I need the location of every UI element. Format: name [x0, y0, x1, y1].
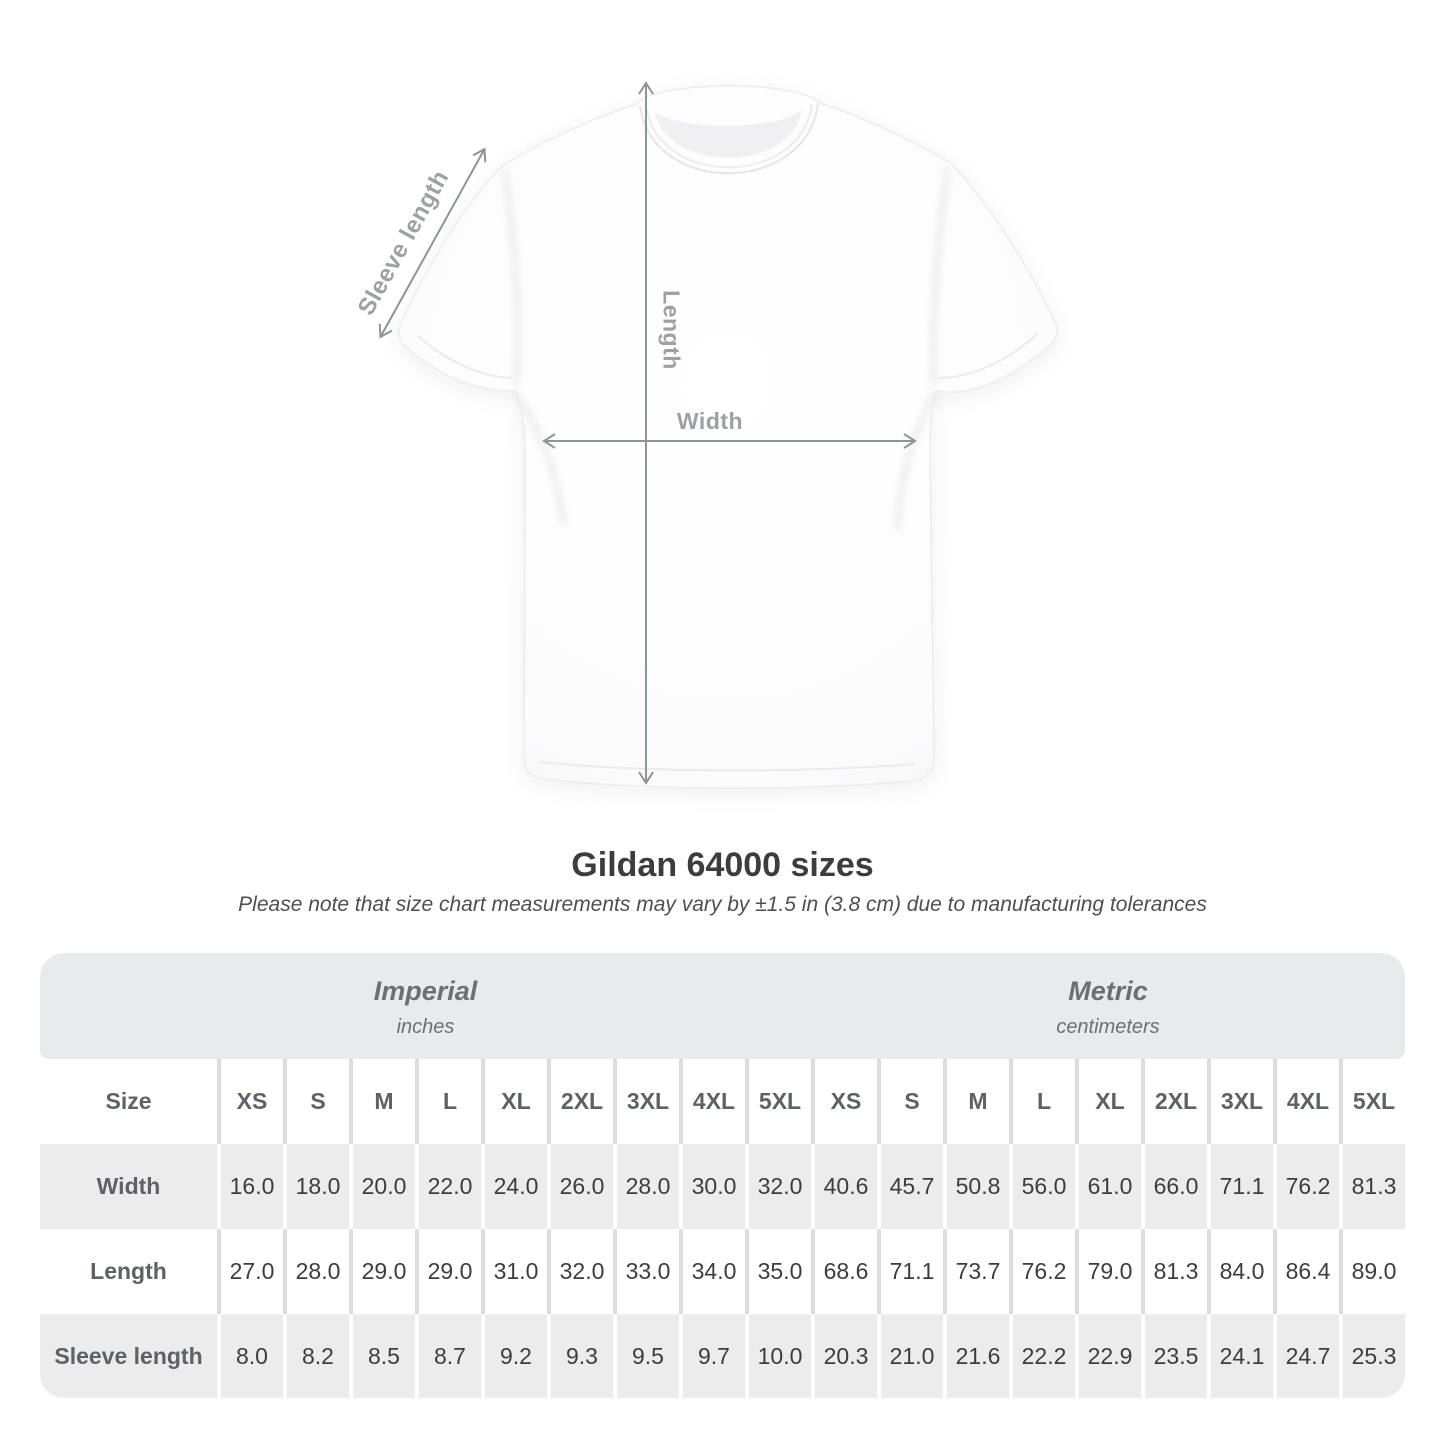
- size-col-header: 3XL: [617, 1059, 679, 1144]
- tolerance-note: Please note that size chart measurements…: [238, 893, 1207, 916]
- size-value-cell: 71.1: [1211, 1144, 1273, 1229]
- measurement-row-label: Width: [40, 1144, 217, 1229]
- size-value-cell: 16.0: [221, 1144, 283, 1229]
- size-col-header: XL: [1079, 1059, 1141, 1144]
- size-value-cell: 73.7: [947, 1229, 1009, 1314]
- size-value-cell: 71.1: [881, 1229, 943, 1314]
- size-value-cell: 32.0: [551, 1229, 613, 1314]
- size-table: Imperial inches Metric centimeters Size …: [40, 953, 1405, 1398]
- tshirt-shape: [398, 85, 1058, 789]
- size-value-cell: 8.7: [419, 1314, 481, 1398]
- size-value-cell: 27.0: [221, 1229, 283, 1314]
- size-value-cell: 22.2: [1013, 1314, 1075, 1398]
- size-col-header: 4XL: [1277, 1059, 1339, 1144]
- size-value-cell: 10.0: [749, 1314, 811, 1398]
- measurement-row-label: Length: [40, 1229, 217, 1314]
- size-value-cell: 29.0: [353, 1229, 415, 1314]
- size-col-header: L: [419, 1059, 481, 1144]
- size-col-header: S: [881, 1059, 943, 1144]
- size-value-cell: 21.6: [947, 1314, 1009, 1398]
- size-col-header: L: [1013, 1059, 1075, 1144]
- size-value-cell: 8.5: [353, 1314, 415, 1398]
- size-col-header: 2XL: [551, 1059, 613, 1144]
- size-value-cell: 21.0: [881, 1314, 943, 1398]
- size-value-cell: 34.0: [683, 1229, 745, 1314]
- size-value-cell: 9.2: [485, 1314, 547, 1398]
- size-value-cell: 25.3: [1343, 1314, 1405, 1398]
- size-col-header: S: [287, 1059, 349, 1144]
- page-title: Gildan 64000 sizes: [571, 846, 874, 884]
- metric-unit-label: centimeters: [1056, 1015, 1160, 1038]
- size-value-cell: 29.0: [419, 1229, 481, 1314]
- table-row-length: Length 27.0 28.0 29.0 29.0 31.0 32.0 33.…: [40, 1229, 1405, 1314]
- size-value-cell: 89.0: [1343, 1229, 1405, 1314]
- size-col-header: 4XL: [683, 1059, 745, 1144]
- sleeve-length-arrow: [378, 147, 487, 339]
- size-value-cell: 24.1: [1211, 1314, 1273, 1398]
- size-value-cell: 20.3: [815, 1314, 877, 1398]
- size-col-header: 2XL: [1145, 1059, 1207, 1144]
- size-value-cell: 33.0: [617, 1229, 679, 1314]
- size-value-cell: 9.7: [683, 1314, 745, 1398]
- size-value-cell: 9.5: [617, 1314, 679, 1398]
- size-value-cell: 20.0: [353, 1144, 415, 1229]
- size-value-cell: 79.0: [1079, 1229, 1141, 1314]
- size-value-cell: 81.3: [1343, 1144, 1405, 1229]
- size-col-header: 5XL: [1343, 1059, 1405, 1144]
- length-measure-label: Length: [658, 290, 685, 370]
- size-value-cell: 31.0: [485, 1229, 547, 1314]
- size-col-header: M: [353, 1059, 415, 1144]
- table-row-sleeve-length: Sleeve length 8.0 8.2 8.5 8.7 9.2 9.3 9.…: [40, 1314, 1405, 1398]
- size-corner-label: Size: [40, 1059, 217, 1144]
- unit-header-row: Imperial inches Metric centimeters: [40, 953, 1405, 1059]
- size-value-cell: 45.7: [881, 1144, 943, 1229]
- size-value-cell: 61.0: [1079, 1144, 1141, 1229]
- table-row-width: Width 16.0 18.0 20.0 22.0 24.0 26.0 28.0…: [40, 1144, 1405, 1229]
- size-value-cell: 68.6: [815, 1229, 877, 1314]
- size-col-header: 5XL: [749, 1059, 811, 1144]
- size-value-cell: 66.0: [1145, 1144, 1207, 1229]
- size-value-cell: 24.0: [485, 1144, 547, 1229]
- size-col-header: XS: [815, 1059, 877, 1144]
- imperial-label: Imperial: [373, 975, 478, 1006]
- size-value-cell: 50.8: [947, 1144, 1009, 1229]
- size-value-cell: 86.4: [1277, 1229, 1339, 1314]
- shirt-measurement-diagram: Sleeve length Length Width: [353, 81, 1058, 789]
- size-value-cell: 40.6: [815, 1144, 877, 1229]
- size-value-cell: 9.3: [551, 1314, 613, 1398]
- imperial-header: Imperial inches: [40, 953, 811, 1059]
- size-value-cell: 84.0: [1211, 1229, 1273, 1314]
- size-value-cell: 30.0: [683, 1144, 745, 1229]
- metric-label: Metric: [1068, 975, 1148, 1006]
- measurement-row-label: Sleeve length: [40, 1314, 217, 1398]
- size-value-cell: 22.9: [1079, 1314, 1141, 1398]
- size-value-cell: 76.2: [1013, 1229, 1075, 1314]
- metric-header: Metric centimeters: [811, 953, 1405, 1059]
- size-col-header: XL: [485, 1059, 547, 1144]
- size-value-cell: 76.2: [1277, 1144, 1339, 1229]
- size-value-cell: 23.5: [1145, 1314, 1207, 1398]
- size-value-cell: 24.7: [1277, 1314, 1339, 1398]
- size-value-cell: 18.0: [287, 1144, 349, 1229]
- size-value-cell: 26.0: [551, 1144, 613, 1229]
- size-value-cell: 28.0: [287, 1229, 349, 1314]
- tshirt-illustration: [378, 81, 1058, 789]
- size-value-cell: 22.0: [419, 1144, 481, 1229]
- size-value-cell: 8.0: [221, 1314, 283, 1398]
- collar-opening: [655, 110, 802, 158]
- size-col-header: M: [947, 1059, 1009, 1144]
- size-col-header: 3XL: [1211, 1059, 1273, 1144]
- size-value-cell: 35.0: [749, 1229, 811, 1314]
- size-value-cell: 28.0: [617, 1144, 679, 1229]
- size-value-cell: 81.3: [1145, 1229, 1207, 1314]
- size-value-cell: 56.0: [1013, 1144, 1075, 1229]
- size-col-header: XS: [221, 1059, 283, 1144]
- size-value-cell: 32.0: [749, 1144, 811, 1229]
- size-value-cell: 8.2: [287, 1314, 349, 1398]
- imperial-unit-label: inches: [396, 1015, 455, 1038]
- size-header-row: Size XS S M L XL 2XL 3XL 4XL 5XL XS S M …: [40, 1059, 1405, 1144]
- width-measure-label: Width: [676, 408, 744, 434]
